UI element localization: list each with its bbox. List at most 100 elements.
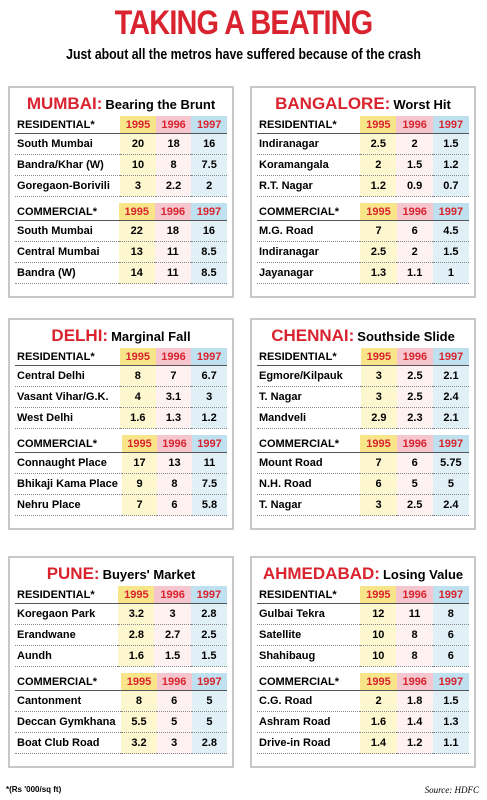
residential-table: RESIDENTIAL* 1995 1996 1997 Koregaon Park 3.2… bbox=[15, 586, 227, 667]
header-row: RESIDENTIAL* 1995 1996 1997 bbox=[257, 116, 469, 134]
city-name: PUNE: bbox=[46, 564, 100, 583]
data-row: C.G. Road 2 1.8 1.5 bbox=[257, 690, 469, 712]
location: Ashram Road bbox=[257, 711, 361, 733]
year-header: 1996 bbox=[155, 116, 192, 134]
value: 5 bbox=[156, 711, 192, 733]
header-row: RESIDENTIAL* 1995 1996 1997 bbox=[15, 116, 227, 134]
year-header: 1996 bbox=[396, 116, 433, 134]
commercial-table: COMMERCIAL* 1995 1996 1997 M.G. Road 7 6 4.5 Ind… bbox=[257, 203, 469, 284]
location: Aundh bbox=[15, 645, 119, 667]
value: 6 bbox=[396, 452, 433, 474]
data-row: Egmore/Kilpauk 3 2.5 2.1 bbox=[257, 365, 469, 387]
value: 2.5 bbox=[396, 494, 433, 516]
data-row: R.T. Nagar 1.2 0.9 0.7 bbox=[257, 175, 469, 197]
value: 22 bbox=[118, 220, 155, 242]
value: 10 bbox=[360, 645, 397, 667]
value: 14 bbox=[118, 262, 155, 284]
header-row: COMMERCIAL* 1995 1996 1997 bbox=[15, 203, 227, 221]
value: 1.4 bbox=[360, 732, 397, 754]
value: 1.4 bbox=[396, 711, 433, 733]
subtitle: Just about all the metros have suffered … bbox=[66, 46, 421, 63]
data-row: Koramangala 2 1.5 1.2 bbox=[257, 154, 469, 176]
value: 6.7 bbox=[191, 365, 227, 387]
value: 7 bbox=[122, 494, 157, 516]
value: 2.5 bbox=[190, 624, 227, 646]
value: 2.1 bbox=[432, 365, 469, 387]
value: 1 bbox=[432, 262, 469, 284]
city-name: DELHI: bbox=[51, 326, 109, 345]
city-name: AHMEDABAD: bbox=[262, 564, 380, 583]
panel-subtitle: Buyers' Market bbox=[102, 567, 196, 582]
value: 1.5 bbox=[154, 645, 191, 667]
panel-subtitle: Worst Hit bbox=[393, 97, 451, 112]
section-label: COMMERCIAL* bbox=[257, 435, 361, 453]
location: West Delhi bbox=[15, 407, 120, 429]
data-row: Koregaon Park 3.2 3 2.8 bbox=[15, 603, 227, 625]
location: South Mumbai bbox=[15, 133, 121, 155]
value: 3.2 bbox=[121, 732, 157, 754]
value: 11 bbox=[154, 241, 191, 263]
section-label: RESIDENTIAL* bbox=[15, 586, 119, 604]
data-row: N.H. Road 6 5 5 bbox=[257, 473, 469, 495]
value: 1.2 bbox=[396, 732, 433, 754]
value: 1.5 bbox=[190, 645, 227, 667]
year-header: 1996 bbox=[396, 586, 433, 604]
value: 8 bbox=[432, 603, 469, 625]
value: 12 bbox=[360, 603, 397, 625]
location: Koramangala bbox=[257, 154, 361, 176]
value: 8 bbox=[121, 690, 157, 712]
data-row: Cantonment 8 6 5 bbox=[15, 690, 227, 712]
value: 1.5 bbox=[432, 241, 469, 263]
value: 5 bbox=[432, 473, 469, 495]
value: 2.7 bbox=[154, 624, 191, 646]
data-row: M.G. Road 7 6 4.5 bbox=[257, 220, 469, 242]
location: Vasant Vihar/G.K. bbox=[15, 386, 120, 408]
value: 17 bbox=[122, 452, 157, 474]
data-row: South Mumbai 22 18 16 bbox=[15, 220, 227, 242]
data-row: Erandwane 2.8 2.7 2.5 bbox=[15, 624, 227, 646]
value: 11 bbox=[154, 262, 191, 284]
year-header: 1997 bbox=[432, 203, 469, 221]
location: Egmore/Kilpauk bbox=[257, 365, 361, 387]
year-header: 1997 bbox=[432, 348, 469, 366]
panel-title: PUNE: Buyers' Market bbox=[15, 562, 227, 586]
panel: PUNE: Buyers' Market RESIDENTIAL* 1995 1996 1… bbox=[8, 556, 234, 768]
data-row: Connaught Place 17 13 11 bbox=[15, 452, 227, 474]
data-row: Gulbai Tekra 12 11 8 bbox=[257, 603, 469, 625]
header-row: RESIDENTIAL* 1995 1996 1997 bbox=[15, 586, 227, 604]
header-row: COMMERCIAL* 1995 1996 1997 bbox=[257, 203, 469, 221]
section-label: COMMERCIAL* bbox=[15, 203, 119, 221]
year-header: 1995 bbox=[360, 673, 397, 691]
value: 13 bbox=[118, 241, 155, 263]
section-label: COMMERCIAL* bbox=[15, 673, 122, 691]
value: 2.5 bbox=[360, 241, 397, 263]
header-row: RESIDENTIAL* 1995 1996 1997 bbox=[257, 348, 469, 366]
value: 7 bbox=[155, 365, 192, 387]
value: 2 bbox=[191, 175, 227, 197]
year-header: 1997 bbox=[191, 116, 227, 134]
value: 8 bbox=[157, 473, 192, 495]
value: 2.4 bbox=[432, 494, 469, 516]
value: 16 bbox=[191, 133, 227, 155]
year-header: 1997 bbox=[432, 586, 469, 604]
header-row: COMMERCIAL* 1995 1996 1997 bbox=[257, 673, 469, 691]
value: 11 bbox=[396, 603, 433, 625]
data-row: Central Mumbai 13 11 8.5 bbox=[15, 241, 227, 263]
value: 2.8 bbox=[191, 732, 227, 754]
value: 1.3 bbox=[155, 407, 192, 429]
location: Bandra (W) bbox=[15, 262, 119, 284]
header-row: COMMERCIAL* 1995 1996 1997 bbox=[257, 435, 469, 453]
residential-table: RESIDENTIAL* 1995 1996 1997 South Mumbai 20 18… bbox=[15, 116, 227, 197]
year-header: 1996 bbox=[154, 586, 191, 604]
panel-subtitle: Marginal Fall bbox=[111, 329, 191, 344]
location: Drive-in Road bbox=[257, 732, 361, 754]
value: 2 bbox=[360, 690, 397, 712]
year-header: 1997 bbox=[432, 673, 469, 691]
data-row: Mount Road 7 6 5.75 bbox=[257, 452, 469, 474]
location: Bandra/Khar (W) bbox=[15, 154, 121, 176]
section-label: RESIDENTIAL* bbox=[15, 116, 121, 134]
residential-table: RESIDENTIAL* 1995 1996 1997 Egmore/Kilpauk 3 2… bbox=[257, 348, 469, 429]
panel-subtitle: Losing Value bbox=[382, 567, 464, 582]
data-row: South Mumbai 20 18 16 bbox=[15, 133, 227, 155]
panel: AHMEDABAD: Losing Value RESIDENTIAL* 1995 19… bbox=[250, 556, 476, 768]
